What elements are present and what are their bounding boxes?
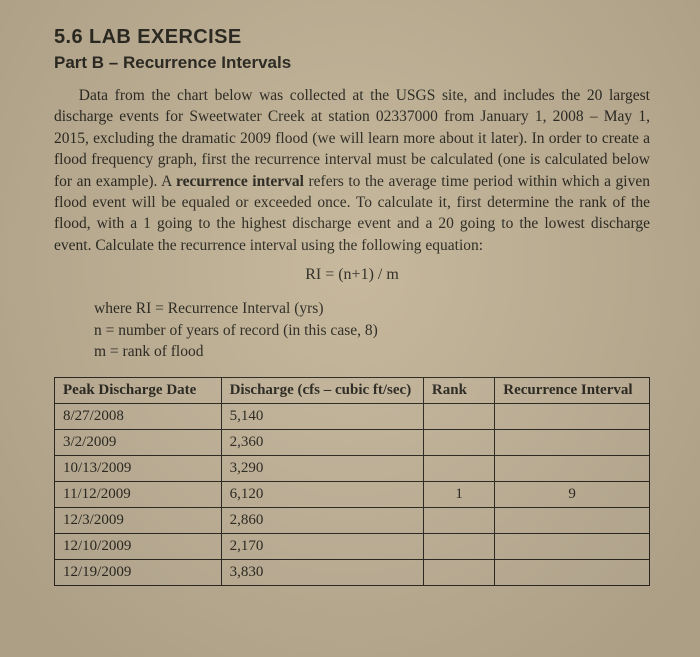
- table-cell: [495, 456, 650, 482]
- table-cell: 2,860: [221, 508, 423, 534]
- table-cell: 10/13/2009: [55, 456, 222, 482]
- table-cell: 12/19/2009: [55, 560, 222, 586]
- table-cell: [495, 560, 650, 586]
- table-cell: [495, 430, 650, 456]
- table-row: 10/13/20093,290: [55, 456, 650, 482]
- col-header-rank: Rank: [423, 378, 494, 404]
- table-cell: 9: [495, 482, 650, 508]
- document-page: 5.6 LAB EXERCISE Part B – Recurrence Int…: [0, 0, 700, 657]
- def-n: n = number of years of record (in this c…: [94, 320, 650, 342]
- equation: RI = (n+1) / m: [54, 266, 650, 284]
- table-cell: [495, 404, 650, 430]
- data-table: Peak Discharge Date Discharge (cfs – cub…: [54, 377, 650, 586]
- col-header-date: Peak Discharge Date: [55, 378, 222, 404]
- definitions-block: where RI = Recurrence Interval (yrs) n =…: [94, 298, 650, 363]
- table-cell: 5,140: [221, 404, 423, 430]
- bold-term: recurrence interval: [176, 173, 304, 190]
- table-cell: 12/3/2009: [55, 508, 222, 534]
- col-header-ri: Recurrence Interval: [495, 378, 650, 404]
- table-cell: 3,830: [221, 560, 423, 586]
- table-body: 8/27/20085,1403/2/20092,36010/13/20093,2…: [55, 404, 650, 586]
- def-m: m = rank of flood: [94, 341, 650, 363]
- section-heading: 5.6 LAB EXERCISE: [54, 26, 650, 49]
- table-cell: [423, 430, 494, 456]
- table-cell: 3/2/2009: [55, 430, 222, 456]
- table-cell: [423, 404, 494, 430]
- table-cell: [423, 508, 494, 534]
- table-cell: 11/12/2009: [55, 482, 222, 508]
- table-cell: [495, 534, 650, 560]
- table-cell: 2,360: [221, 430, 423, 456]
- table-cell: [423, 456, 494, 482]
- table-row: 12/3/20092,860: [55, 508, 650, 534]
- table-row: 12/19/20093,830: [55, 560, 650, 586]
- body-paragraph: Data from the chart below was collected …: [54, 85, 650, 256]
- table-cell: [423, 560, 494, 586]
- part-heading: Part B – Recurrence Intervals: [54, 53, 650, 73]
- table-cell: [423, 534, 494, 560]
- def-where: where RI = Recurrence Interval (yrs): [94, 298, 650, 320]
- table-cell: [495, 508, 650, 534]
- table-cell: 1: [423, 482, 494, 508]
- col-header-discharge: Discharge (cfs – cubic ft/sec): [221, 378, 423, 404]
- table-cell: 2,170: [221, 534, 423, 560]
- table-row: 8/27/20085,140: [55, 404, 650, 430]
- table-row: 12/10/20092,170: [55, 534, 650, 560]
- table-row: 3/2/20092,360: [55, 430, 650, 456]
- table-cell: 6,120: [221, 482, 423, 508]
- table-cell: 3,290: [221, 456, 423, 482]
- table-cell: 8/27/2008: [55, 404, 222, 430]
- table-cell: 12/10/2009: [55, 534, 222, 560]
- table-row: 11/12/20096,12019: [55, 482, 650, 508]
- table-header-row: Peak Discharge Date Discharge (cfs – cub…: [55, 378, 650, 404]
